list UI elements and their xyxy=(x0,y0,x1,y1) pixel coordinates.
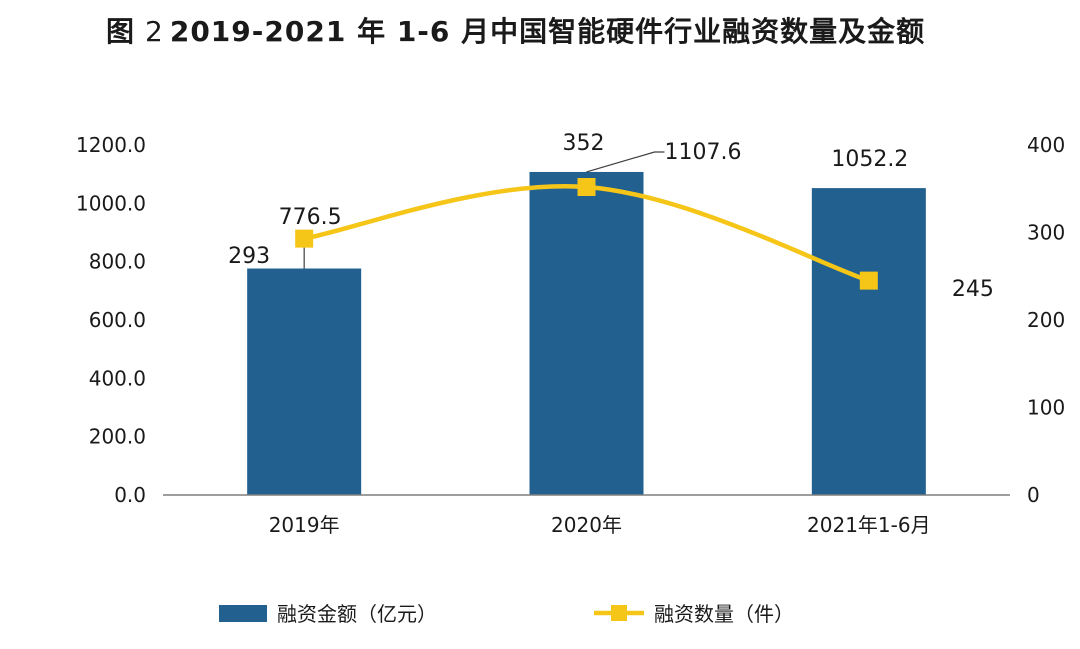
y-right-tick-label: 100 xyxy=(1027,396,1065,420)
line-marker xyxy=(577,178,596,196)
leader-line xyxy=(586,151,665,173)
y-left-tick-label: 600.0 xyxy=(89,308,146,332)
y-left-tick-label: 200.0 xyxy=(89,425,146,449)
title-prefix: 图 xyxy=(106,15,136,48)
legend-label-line: 融资数量（件） xyxy=(654,602,794,626)
legend-swatch-bar xyxy=(219,605,267,622)
y-left-tick-label: 800.0 xyxy=(89,250,146,274)
title-text: 2019-2021 年 1-6 月中国智能硬件行业融资数量及金额 xyxy=(169,15,926,48)
x-tick-label: 2021年1-6月 xyxy=(807,513,931,537)
y-left-tick-label: 1200.0 xyxy=(76,133,146,157)
bar-data-label: 1052.2 xyxy=(831,147,908,172)
title-number: 2 xyxy=(145,15,164,48)
bar xyxy=(529,171,644,495)
y-left-tick-label: 1000.0 xyxy=(76,191,146,215)
line-data-label: 293 xyxy=(228,244,270,269)
legend-label-bar: 融资金额（亿元） xyxy=(277,602,437,626)
bar xyxy=(247,268,362,495)
bar-data-label: 1107.6 xyxy=(665,140,742,165)
y-right-tick-label: 0 xyxy=(1027,483,1040,507)
y-right-tick-label: 300 xyxy=(1027,221,1065,245)
y-right-tick-label: 400 xyxy=(1027,133,1065,157)
bar xyxy=(811,188,926,495)
x-tick-label: 2020年 xyxy=(551,513,622,537)
y-left-tick-label: 0.0 xyxy=(114,483,146,507)
line-data-label: 245 xyxy=(952,277,994,302)
y-left-tick-label: 400.0 xyxy=(89,366,146,390)
line-marker xyxy=(859,271,878,290)
chart-title: 图 2 2019-2021 年 1-6 月中国智能硬件行业融资数量及金额 xyxy=(0,10,1080,50)
bar-data-label: 776.5 xyxy=(279,205,342,230)
line-data-label: 352 xyxy=(563,131,605,156)
line-marker xyxy=(295,229,314,248)
legend-swatch-marker xyxy=(611,605,627,621)
y-right-tick-label: 200 xyxy=(1027,308,1065,332)
x-tick-label: 2019年 xyxy=(269,513,340,537)
